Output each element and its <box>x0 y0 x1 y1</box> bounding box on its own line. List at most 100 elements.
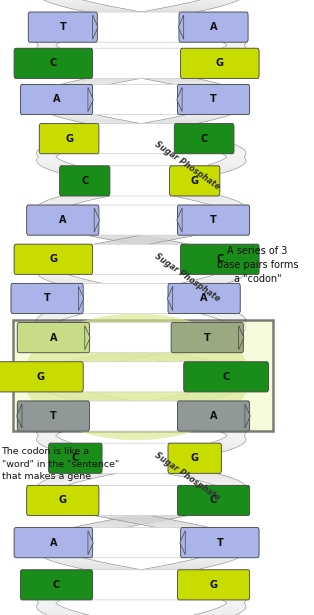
Polygon shape <box>125 70 186 71</box>
Polygon shape <box>44 613 86 614</box>
Polygon shape <box>47 144 92 145</box>
FancyBboxPatch shape <box>181 48 259 78</box>
Polygon shape <box>96 299 156 300</box>
Polygon shape <box>39 594 76 595</box>
Polygon shape <box>91 132 151 133</box>
Polygon shape <box>187 31 233 33</box>
Polygon shape <box>184 477 232 478</box>
Polygon shape <box>91 13 151 14</box>
Polygon shape <box>50 58 98 59</box>
Polygon shape <box>224 43 246 44</box>
Polygon shape <box>180 253 229 254</box>
Polygon shape <box>161 398 216 399</box>
Polygon shape <box>214 318 246 319</box>
Polygon shape <box>67 26 122 27</box>
Polygon shape <box>46 559 90 560</box>
Polygon shape <box>36 494 61 495</box>
Polygon shape <box>178 562 228 563</box>
Polygon shape <box>200 258 241 259</box>
Polygon shape <box>223 605 246 606</box>
Polygon shape <box>73 359 129 360</box>
Polygon shape <box>245 404 250 428</box>
Polygon shape <box>50 560 97 561</box>
Polygon shape <box>99 242 159 243</box>
FancyBboxPatch shape <box>17 323 243 353</box>
Polygon shape <box>226 490 245 491</box>
Polygon shape <box>224 214 246 215</box>
Polygon shape <box>76 288 133 290</box>
Polygon shape <box>156 527 212 528</box>
Polygon shape <box>77 247 134 248</box>
Polygon shape <box>216 95 246 96</box>
Polygon shape <box>53 394 102 395</box>
Polygon shape <box>127 237 187 238</box>
Polygon shape <box>49 255 95 256</box>
Polygon shape <box>172 28 224 30</box>
Polygon shape <box>84 235 143 236</box>
Polygon shape <box>161 361 216 362</box>
Polygon shape <box>186 337 233 338</box>
Polygon shape <box>37 377 60 378</box>
Polygon shape <box>40 499 77 501</box>
Polygon shape <box>47 113 93 114</box>
Polygon shape <box>61 474 113 475</box>
Polygon shape <box>128 404 188 405</box>
Polygon shape <box>43 55 84 56</box>
Polygon shape <box>121 294 181 295</box>
Polygon shape <box>39 260 74 261</box>
FancyBboxPatch shape <box>17 401 250 431</box>
Polygon shape <box>36 216 64 217</box>
Polygon shape <box>204 556 242 557</box>
Polygon shape <box>127 410 187 411</box>
Polygon shape <box>219 264 246 265</box>
Polygon shape <box>207 555 243 556</box>
Polygon shape <box>210 554 244 555</box>
Text: A: A <box>50 538 57 547</box>
Polygon shape <box>37 489 60 490</box>
Polygon shape <box>94 404 154 405</box>
Polygon shape <box>65 565 120 566</box>
Polygon shape <box>89 347 148 348</box>
Polygon shape <box>205 444 242 445</box>
Polygon shape <box>207 53 243 54</box>
Polygon shape <box>211 38 245 39</box>
Polygon shape <box>199 536 240 538</box>
Polygon shape <box>110 463 170 464</box>
Polygon shape <box>195 558 238 559</box>
Polygon shape <box>221 215 246 216</box>
Polygon shape <box>191 478 236 480</box>
FancyBboxPatch shape <box>11 284 83 314</box>
Polygon shape <box>91 515 150 516</box>
Polygon shape <box>203 147 242 148</box>
Ellipse shape <box>24 314 250 440</box>
Polygon shape <box>225 44 245 45</box>
Polygon shape <box>212 317 245 318</box>
Polygon shape <box>74 415 131 416</box>
Text: T: T <box>210 95 217 105</box>
Polygon shape <box>85 458 144 459</box>
Polygon shape <box>182 198 230 199</box>
Polygon shape <box>147 345 205 346</box>
Polygon shape <box>68 528 123 529</box>
Polygon shape <box>78 191 136 192</box>
Text: C: C <box>50 58 57 68</box>
Polygon shape <box>54 532 103 533</box>
Polygon shape <box>75 567 132 568</box>
Polygon shape <box>199 334 240 335</box>
Polygon shape <box>37 607 65 608</box>
Polygon shape <box>63 62 116 63</box>
Polygon shape <box>164 529 218 530</box>
Polygon shape <box>58 252 110 253</box>
Polygon shape <box>211 609 245 610</box>
Polygon shape <box>224 437 246 438</box>
Polygon shape <box>180 4 229 5</box>
Polygon shape <box>90 292 149 293</box>
Polygon shape <box>38 386 71 387</box>
Polygon shape <box>187 255 234 256</box>
Polygon shape <box>57 308 108 309</box>
Polygon shape <box>37 597 67 598</box>
Polygon shape <box>111 17 171 18</box>
Polygon shape <box>122 186 182 187</box>
Polygon shape <box>119 127 179 128</box>
Polygon shape <box>120 353 181 354</box>
